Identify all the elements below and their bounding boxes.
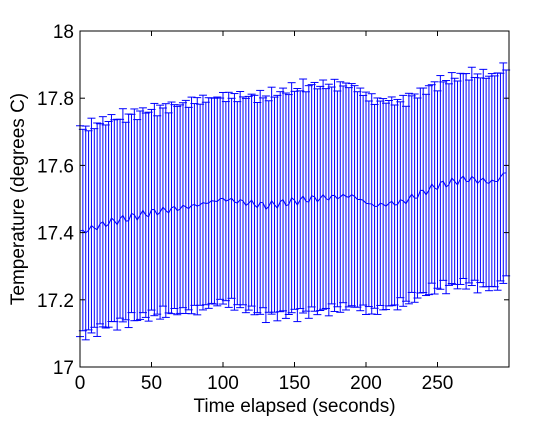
mean-temperature-line — [79, 172, 507, 234]
y-tick-label: 17.6 — [37, 156, 74, 177]
y-tick-label: 17.2 — [37, 291, 74, 312]
y-axis-ticks: 17 17.2 17.4 17.6 17.8 18 — [37, 22, 509, 379]
series-line — [79, 172, 507, 234]
x-tick-label: 0 — [75, 373, 86, 394]
y-axis-label: Temperature (degrees C) — [8, 93, 29, 305]
y-tick-label: 17.8 — [37, 89, 74, 110]
x-axis-label: Time elapsed (seconds) — [193, 396, 395, 417]
x-tick-label: 100 — [207, 373, 239, 394]
x-axis-ticks: 0 50 100 150 200 250 — [75, 31, 454, 394]
x-tick-label: 200 — [350, 373, 382, 394]
y-tick-label: 17.4 — [37, 224, 74, 245]
x-tick-label: 50 — [141, 373, 162, 394]
x-tick-label: 250 — [422, 373, 454, 394]
y-tick-label: 18 — [53, 22, 74, 43]
y-tick-label: 17 — [53, 358, 74, 379]
x-tick-label: 150 — [279, 373, 311, 394]
